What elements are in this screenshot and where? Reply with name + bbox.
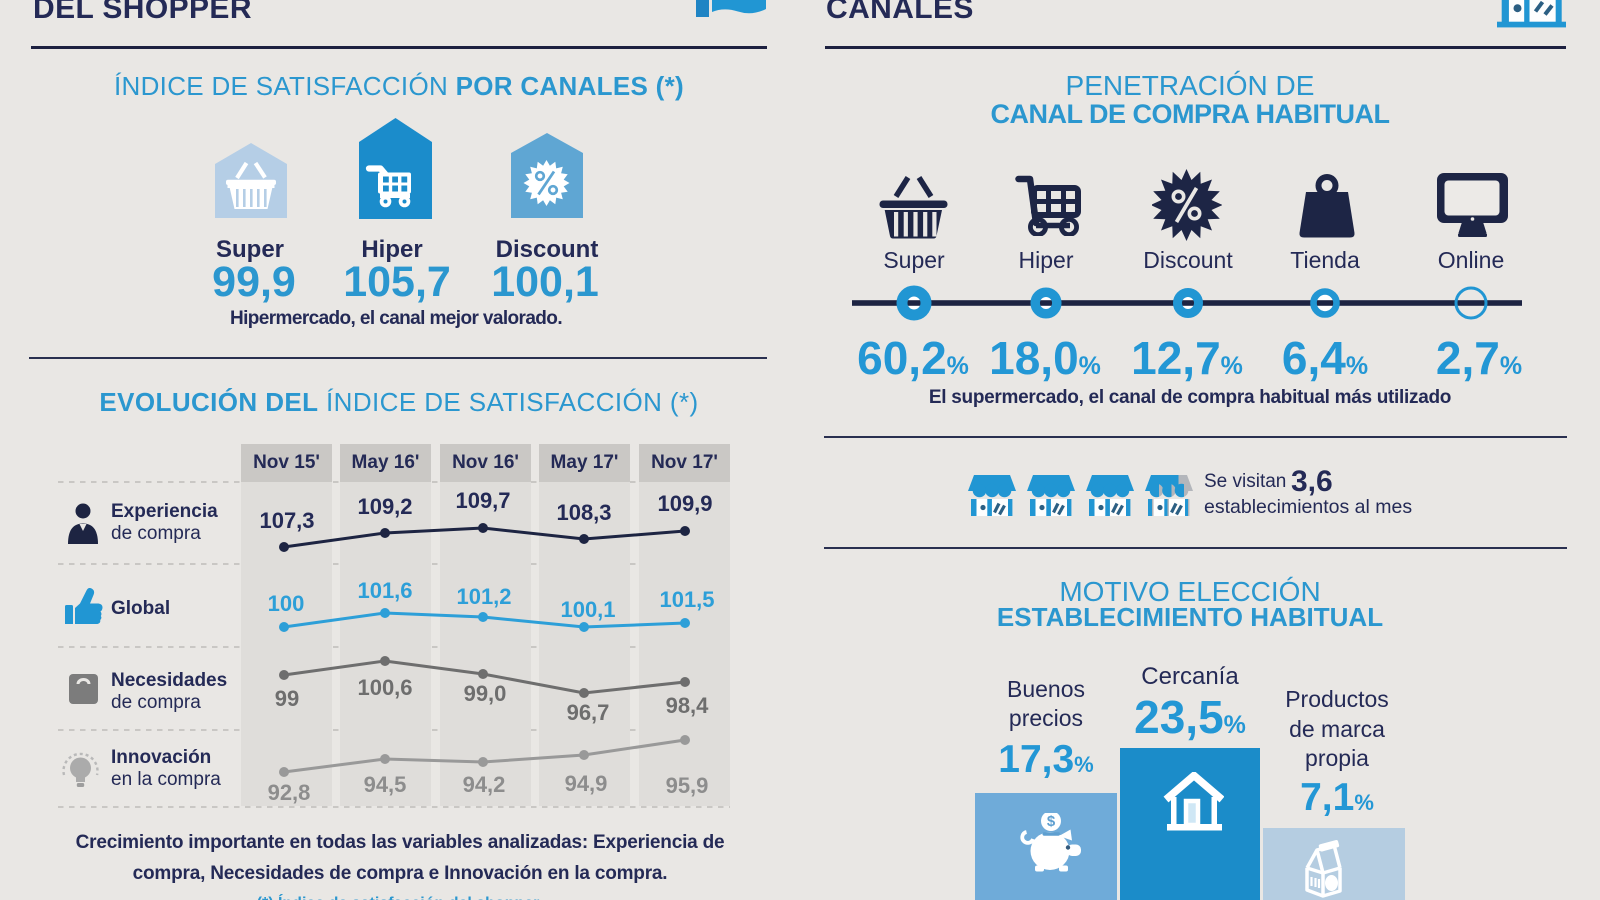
svg-text:$: $ — [1047, 813, 1056, 830]
